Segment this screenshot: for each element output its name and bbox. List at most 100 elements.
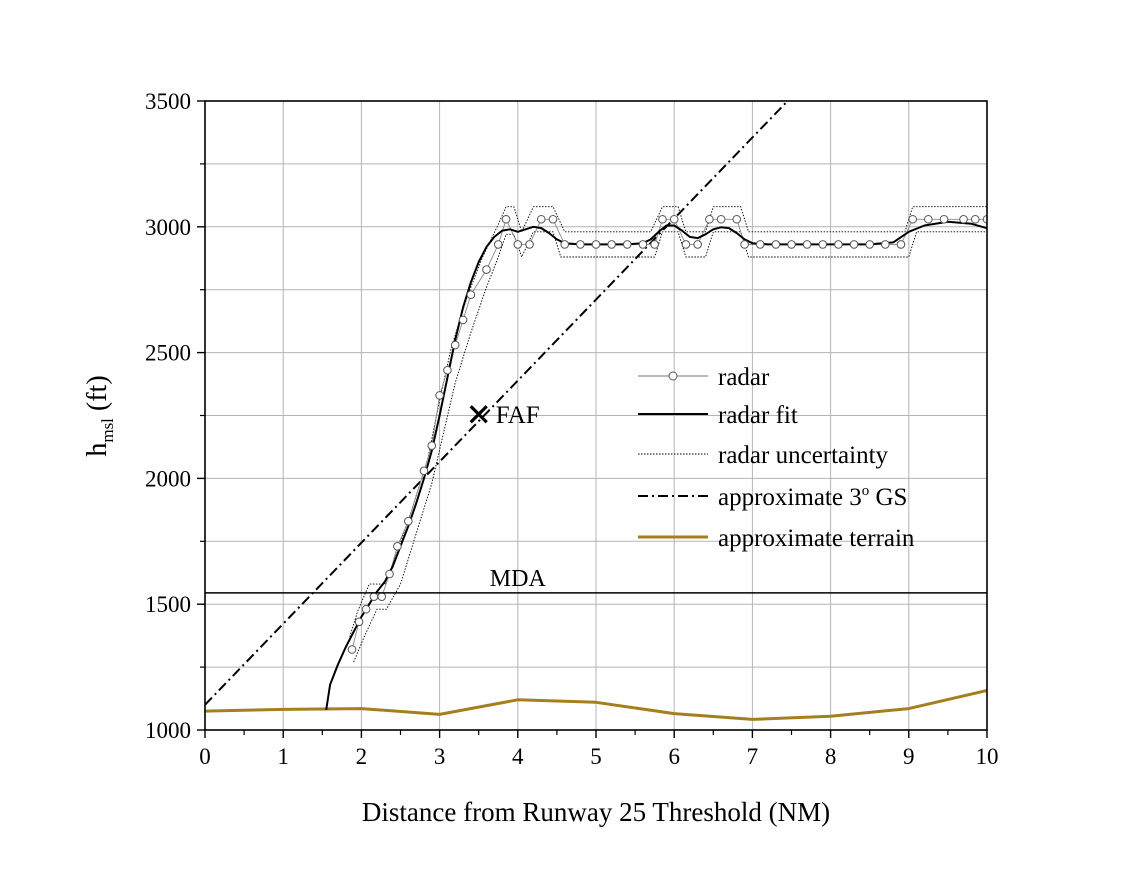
x-tick-label: 6 [668, 744, 680, 769]
radar-point [802, 240, 812, 249]
radar-point [435, 391, 444, 400]
mda-label: MDA [490, 566, 547, 592]
radar-point [865, 240, 875, 249]
radar-point [576, 240, 585, 249]
radar-point [560, 240, 570, 249]
faf-label: FAF [496, 402, 540, 429]
radar-point [693, 240, 702, 249]
legend-label-glideslope-rest: GS [869, 484, 907, 511]
radar-point [393, 542, 402, 551]
legend-label-glideslope: approximate 3o GS [718, 483, 907, 511]
radar-point [924, 214, 933, 224]
radar-point [404, 516, 413, 526]
y-tick-label: 2500 [145, 341, 191, 366]
radar-point [787, 240, 796, 249]
ticks: 0 1 2 3 4 5 6 7 8 9 10 1000 1500 2000 2500 3000 3500 [145, 89, 999, 769]
radar-point [881, 240, 890, 249]
x-tick-label: 3 [434, 744, 446, 769]
radar-point [377, 592, 387, 601]
x-tick-label: 7 [747, 744, 759, 769]
radar-point [443, 365, 452, 375]
radar-point [908, 214, 918, 224]
y-axis-label: hmsl (ft) [82, 375, 117, 456]
radar-point [740, 240, 749, 249]
x-tick-label: 5 [590, 744, 602, 769]
radar-point [834, 240, 843, 249]
radar-point [501, 214, 511, 224]
radar-point [385, 569, 394, 579]
radar-point [959, 214, 968, 224]
radar-point [716, 214, 726, 224]
radar-point [939, 214, 949, 224]
legend-swatch-radar-marker [668, 371, 678, 381]
x-tick-label: 0 [199, 744, 211, 769]
radar-point [622, 240, 632, 249]
radar-point [513, 240, 523, 249]
x-tick-label: 8 [825, 744, 837, 769]
radar-point [482, 265, 491, 274]
radar-point [970, 214, 980, 224]
radar-point [458, 315, 468, 325]
radar-point [982, 214, 987, 224]
legend-item-radar-fit: radar fit [638, 402, 798, 429]
y-tick-label: 1000 [145, 718, 191, 743]
radar-point [347, 645, 357, 654]
radar-point [427, 441, 437, 450]
radar-point [536, 214, 546, 224]
radar-point [450, 340, 460, 350]
legend-label-radar-fit: radar fit [718, 402, 798, 429]
legend-item-radar: radar [638, 364, 770, 391]
x-axis-label: Distance from Runway 25 Threshold (NM) [362, 797, 830, 827]
radar-point [591, 240, 601, 249]
legend-item-glideslope: approximate 3o GS [638, 483, 907, 511]
radar-point [369, 592, 379, 601]
radar-point [669, 214, 679, 224]
grid [205, 101, 987, 730]
series-layer [205, 101, 987, 721]
radar-point [607, 240, 616, 249]
legend: radar radar fit radar uncertainty approx… [638, 364, 915, 552]
radar-point [681, 240, 691, 249]
radar-point [548, 214, 558, 224]
legend-label-radar: radar [718, 364, 770, 391]
radar-point [650, 240, 659, 249]
legend-label-terrain: approximate terrain [718, 525, 915, 552]
x-tick-label: 1 [277, 744, 289, 769]
x-tick-label: 2 [356, 744, 368, 769]
y-axis-label-space [82, 411, 113, 418]
legend-item-terrain: approximate terrain [638, 525, 915, 552]
radar-point [493, 240, 503, 249]
radar-point [849, 240, 859, 249]
radar-point [771, 240, 781, 249]
y-tick-label: 3000 [145, 215, 191, 240]
y-axis-label-main: h [82, 443, 113, 457]
y-tick-label: 3500 [145, 89, 191, 114]
radar-point [755, 240, 765, 249]
series-radar-uncertainty-upper [349, 206, 987, 638]
faf-cross-marker [469, 405, 488, 424]
x-tick-label: 10 [976, 744, 999, 769]
legend-label-glideslope-sup: o [862, 483, 870, 499]
radar-point [361, 604, 371, 614]
faf-annotation: FAF [469, 402, 540, 429]
mda-reference: MDA [205, 566, 987, 594]
y-axis-label-units: (ft) [82, 375, 113, 411]
faf-cross-stroke [469, 405, 488, 424]
radar-point [732, 214, 742, 224]
radar-point [419, 466, 429, 476]
radar-point [658, 214, 667, 224]
series-approximate-terrain [205, 689, 987, 721]
legend-item-radar-uncertainty: radar uncertainty [638, 442, 889, 469]
radar-point [466, 290, 476, 300]
series-radar-line [351, 218, 987, 650]
radar-point [818, 240, 828, 249]
radar-point [354, 617, 364, 627]
series-radar-uncertainty-lower [353, 231, 987, 663]
x-tick-label: 9 [903, 744, 915, 769]
legend-label-glideslope-main: approximate 3 [718, 484, 862, 511]
radar-point [896, 240, 906, 249]
y-axis-label-sub: msl [98, 418, 117, 443]
radar-point [525, 240, 534, 249]
legend-label-radar-uncertainty: radar uncertainty [718, 442, 889, 469]
